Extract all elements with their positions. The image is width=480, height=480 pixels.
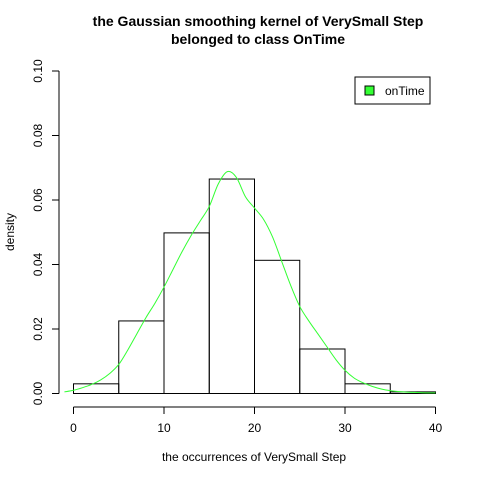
y-axis-tick-label: 0.04 bbox=[31, 252, 45, 276]
histogram-bar bbox=[163, 232, 210, 394]
y-axis-tick-label: 0.10 bbox=[31, 59, 45, 83]
histogram-bar bbox=[299, 348, 346, 394]
y-axis-tick-label: 0.06 bbox=[31, 188, 45, 212]
y-axis-tick-label: 0.00 bbox=[31, 381, 45, 405]
chart-title-line-2: belonged to class OnTime bbox=[171, 31, 345, 47]
y-axis-tick-label: 0.02 bbox=[31, 317, 45, 341]
y-axis-tick-label: 0.08 bbox=[31, 123, 45, 147]
x-axis: 0 10 20 30 40 bbox=[70, 406, 443, 435]
x-axis-label: the occurrences of VerySmall Step bbox=[162, 450, 346, 464]
x-axis-tick-label: 0 bbox=[70, 421, 77, 435]
histogram-bar bbox=[344, 383, 391, 395]
density-curve bbox=[64, 170, 436, 394]
histogram-bars bbox=[73, 178, 436, 395]
legend-label-ontime: onTime bbox=[385, 84, 425, 98]
x-axis-tick-label: 40 bbox=[429, 421, 443, 435]
legend: onTime bbox=[354, 76, 431, 105]
x-axis-tick-label: 10 bbox=[157, 421, 171, 435]
chart-title-line-1: the Gaussian smoothing kernel of VerySma… bbox=[93, 13, 424, 29]
histogram-bar bbox=[118, 320, 165, 394]
histogram-bar bbox=[208, 178, 255, 394]
x-axis-tick-label: 30 bbox=[338, 421, 352, 435]
y-axis: 0.00 0.02 0.04 0.06 0.08 0.10 bbox=[31, 59, 60, 405]
y-axis-label: density bbox=[3, 213, 17, 251]
legend-swatch-ontime bbox=[364, 85, 375, 96]
histogram-bar bbox=[254, 259, 301, 394]
x-axis-tick-label: 20 bbox=[248, 421, 262, 435]
